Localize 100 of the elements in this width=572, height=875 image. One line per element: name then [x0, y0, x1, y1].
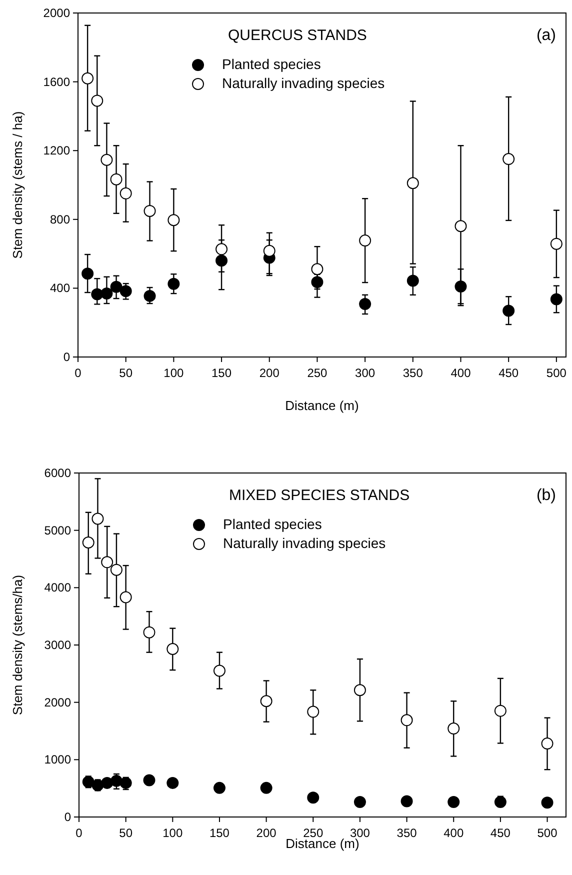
point — [448, 722, 460, 735]
legend-label: Naturally invading species — [223, 535, 386, 551]
x-tick-label: 150 — [209, 826, 230, 840]
point — [110, 774, 122, 787]
x-tick-label: 350 — [402, 366, 424, 380]
point — [82, 72, 94, 84]
point — [110, 280, 122, 293]
point — [550, 238, 562, 250]
y-tick-label: 6000 — [44, 466, 72, 480]
point — [213, 664, 226, 677]
point — [307, 792, 320, 804]
x-tick-label: 0 — [74, 366, 82, 380]
y-tick-label: 2000 — [44, 695, 72, 710]
point — [82, 268, 94, 280]
point — [406, 177, 419, 190]
point — [166, 643, 179, 655]
point — [143, 774, 156, 786]
point — [110, 564, 122, 576]
x-tick-label: 400 — [450, 366, 472, 380]
text: MIXED SPECIES STANDS — [229, 487, 410, 504]
x-tick-label: 200 — [259, 366, 280, 380]
point — [120, 187, 132, 200]
point — [263, 244, 276, 257]
point — [120, 591, 132, 604]
x-tick-label: 50 — [119, 826, 133, 840]
y-tick-label: 4000 — [44, 580, 72, 595]
x-tick-label: 0 — [76, 826, 83, 840]
point — [91, 94, 104, 107]
point — [82, 776, 94, 788]
point — [216, 243, 228, 256]
text: QUERCUS STANDS — [228, 27, 367, 44]
x-tick-label: 100 — [162, 826, 183, 840]
point — [494, 704, 506, 717]
point — [359, 298, 372, 310]
point — [101, 556, 114, 568]
y-tick-label: 2000 — [43, 6, 70, 20]
point — [166, 776, 179, 789]
point — [502, 304, 515, 317]
x-tick-label: 100 — [164, 366, 184, 380]
x-tick-label: 300 — [355, 366, 376, 380]
legend-label: Naturally invading species — [222, 75, 385, 91]
point — [82, 536, 94, 548]
y-tick-label: 1600 — [43, 74, 70, 89]
point — [354, 796, 366, 808]
point — [144, 290, 156, 302]
point — [100, 288, 113, 300]
point — [400, 795, 413, 808]
y-tick-label: 5000 — [44, 523, 72, 538]
y-tick-label: 0 — [64, 810, 72, 824]
x-tick-label: 450 — [498, 366, 519, 380]
point — [541, 796, 554, 809]
point — [92, 512, 104, 525]
point — [448, 796, 460, 808]
point — [454, 220, 467, 232]
x-tick-label: 250 — [307, 366, 328, 380]
x-tick-label: 50 — [119, 366, 133, 380]
legend-label: Planted species — [223, 516, 322, 532]
y-axis-title: Stem density (stems/ha) — [10, 574, 25, 716]
x-tick-label: 200 — [256, 826, 277, 840]
point — [100, 154, 113, 166]
point — [494, 796, 506, 808]
x-tick-label: 450 — [490, 826, 511, 840]
point — [144, 204, 156, 217]
annotation: (a) — [536, 27, 556, 44]
point — [213, 782, 226, 794]
point — [307, 706, 320, 718]
point — [359, 234, 372, 247]
point — [260, 782, 272, 794]
point — [168, 278, 180, 290]
point — [168, 214, 180, 226]
y-tick-label: 1000 — [44, 752, 72, 767]
y-tick-label: 0 — [63, 350, 70, 364]
point — [260, 695, 272, 708]
y-tick-label: 1200 — [43, 144, 70, 158]
point — [110, 173, 122, 186]
point — [406, 274, 419, 287]
y-tick-label: 800 — [50, 212, 70, 226]
point — [101, 776, 114, 789]
x-tick-label: 500 — [546, 366, 567, 380]
point — [120, 285, 132, 298]
point — [120, 776, 132, 789]
annotation: (b) — [536, 487, 556, 504]
legend-label: Planted species — [222, 56, 321, 72]
x-tick-label: 150 — [212, 366, 232, 380]
point — [550, 293, 562, 306]
point — [400, 714, 413, 726]
point — [216, 254, 228, 267]
point — [502, 153, 515, 166]
point — [143, 626, 156, 638]
point — [541, 738, 554, 750]
y-axis-title: Stem density (stems / ha) — [10, 111, 25, 259]
point — [91, 288, 104, 300]
x-tick-label: 350 — [396, 826, 418, 840]
point — [311, 263, 324, 276]
point — [354, 684, 366, 696]
x-tick-label: 400 — [444, 826, 464, 840]
x-axis-title: Distance (m) — [285, 398, 359, 413]
y-tick-label: 400 — [50, 281, 70, 296]
y-tick-label: 3000 — [44, 638, 72, 652]
x-tick-label: 500 — [537, 826, 558, 840]
